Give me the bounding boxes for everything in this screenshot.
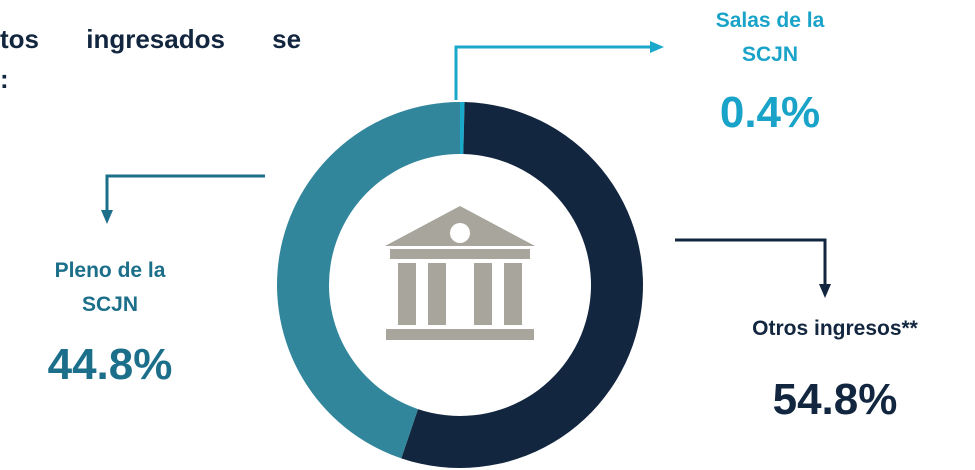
connector	[675, 238, 827, 286]
value-label: 54.8%	[772, 375, 898, 424]
slice	[277, 102, 460, 459]
column	[398, 263, 416, 325]
slice	[401, 102, 643, 468]
category-label: Otros ingresos**	[752, 317, 918, 340]
value-label: 0.4%	[719, 88, 821, 137]
connector	[105, 174, 265, 212]
roof-hole	[450, 223, 470, 243]
arrow	[650, 41, 664, 53]
category-label: Salas de la SCJN	[715, 9, 825, 66]
bank-icon	[385, 206, 535, 340]
arrow	[101, 210, 113, 224]
connectors	[101, 41, 831, 298]
intro-text: tos ingresados se	[0, 24, 302, 54]
slice	[460, 102, 465, 155]
value-label: 44.8%	[47, 340, 173, 389]
intro-text: :	[0, 64, 9, 94]
column	[474, 263, 492, 325]
column	[504, 263, 522, 325]
connector	[454, 45, 652, 100]
column	[428, 263, 446, 325]
beam	[390, 249, 530, 259]
arrow	[819, 284, 831, 298]
donut	[277, 102, 643, 468]
base	[386, 329, 534, 340]
category-label: Pleno de la SCJN	[54, 259, 166, 316]
